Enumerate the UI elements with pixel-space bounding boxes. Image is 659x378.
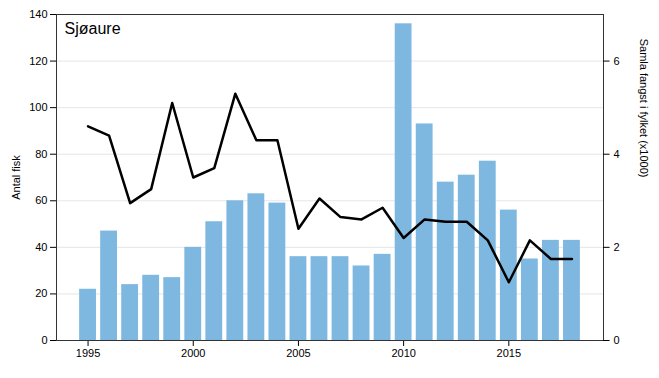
svg-text:2005: 2005	[286, 347, 310, 359]
svg-text:Antal fisk: Antal fisk	[10, 155, 22, 200]
svg-text:140: 140	[29, 8, 47, 20]
svg-text:2015: 2015	[497, 347, 521, 359]
svg-text:2010: 2010	[391, 347, 415, 359]
svg-text:2000: 2000	[181, 347, 205, 359]
svg-text:1995: 1995	[76, 347, 100, 359]
svg-text:6: 6	[614, 55, 620, 67]
svg-text:100: 100	[29, 101, 47, 113]
svg-text:Samla fangst i fylket (x1000): Samla fangst i fylket (x1000)	[638, 39, 650, 178]
svg-text:120: 120	[29, 55, 47, 67]
svg-text:60: 60	[35, 194, 47, 206]
svg-text:0: 0	[614, 334, 620, 346]
svg-text:0: 0	[41, 334, 47, 346]
svg-text:40: 40	[35, 241, 47, 253]
svg-text:Sjøaure: Sjøaure	[65, 20, 121, 37]
svg-text:80: 80	[35, 148, 47, 160]
svg-text:2: 2	[614, 241, 620, 253]
svg-text:20: 20	[35, 287, 47, 299]
svg-text:4: 4	[614, 148, 620, 160]
